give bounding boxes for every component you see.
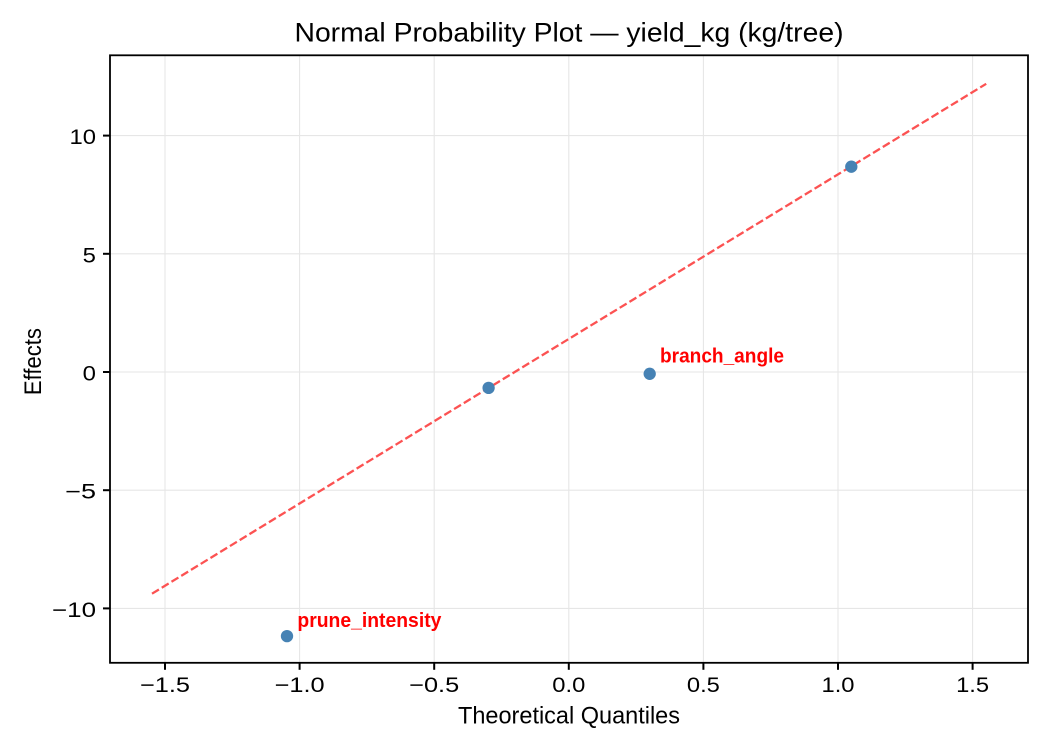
svg-text:branch_angle: branch_angle: [660, 345, 784, 367]
svg-text:Theoretical Quantiles: Theoretical Quantiles: [458, 702, 680, 729]
svg-text:0.0: 0.0: [552, 674, 585, 697]
svg-text:−5: −5: [65, 481, 96, 504]
svg-text:prune_intensity: prune_intensity: [297, 610, 442, 632]
svg-text:10: 10: [70, 126, 97, 149]
svg-text:−1.0: −1.0: [275, 674, 325, 697]
svg-text:0: 0: [83, 363, 96, 386]
svg-text:1.5: 1.5: [956, 674, 989, 697]
svg-text:−0.5: −0.5: [409, 674, 459, 697]
svg-text:5: 5: [83, 244, 96, 267]
svg-text:1.0: 1.0: [822, 674, 855, 697]
svg-text:−10: −10: [52, 599, 96, 622]
svg-text:Normal Probability Plot — yiel: Normal Probability Plot — yield_kg (kg/t…: [295, 18, 844, 48]
svg-text:Effects: Effects: [20, 328, 47, 395]
svg-text:0.5: 0.5: [687, 674, 720, 697]
svg-text:−1.5: −1.5: [140, 674, 190, 697]
